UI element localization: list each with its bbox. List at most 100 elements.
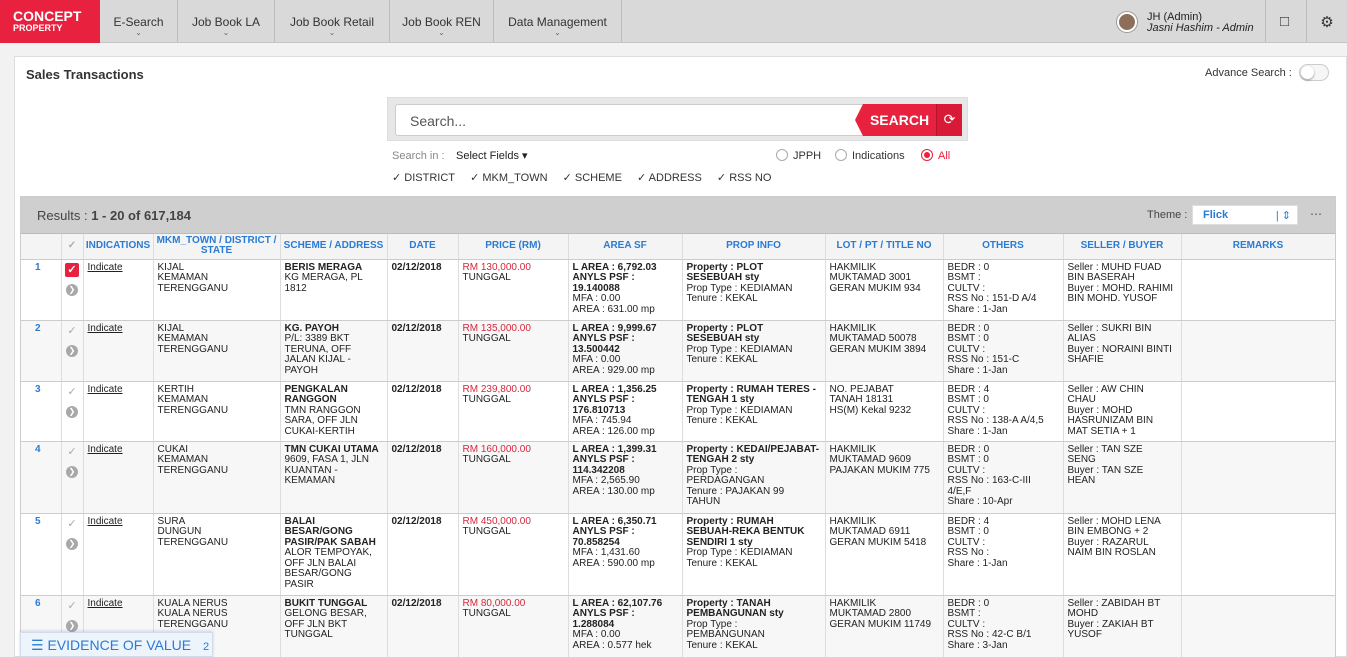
address-line: 9609, FASA 1, JLN — [284, 454, 370, 465]
expand-arrow-icon[interactable]: ❯ — [66, 405, 78, 418]
grid-menu-icon[interactable]: ⋯ — [1310, 207, 1322, 221]
col-header-lot[interactable]: LOT / PT / TITLE NO — [825, 234, 944, 260]
nav-job-book-retail[interactable]: Job Book Retail ⌄ — [275, 0, 390, 42]
others-line: RSS No : 163-C-III — [947, 475, 1031, 486]
town-cell: KERTIH KEMAMAN TERENGGANU — [153, 381, 281, 442]
prop-line: Property : KEDAI/PEJABAT- — [686, 443, 820, 455]
col-header-check[interactable]: ✓ — [61, 234, 84, 260]
col-header-indications[interactable]: INDICATIONS — [83, 234, 154, 260]
others-cell: BEDR : 4 BSMT : 0 CULTV : RSS No : 138-A A/… — [943, 381, 1064, 442]
expand-arrow-icon[interactable]: ❯ — [66, 465, 78, 478]
table-row[interactable]: 5 ✓ ❯ Indicate SURA DUNGUN TERENGGANU BALAI BES… — [21, 513, 1335, 596]
select-fields-dropdown[interactable]: Select Fields ▾ — [456, 150, 528, 162]
field-scheme[interactable]: ✓ SCHEME — [562, 172, 622, 184]
advanced-search-toggle[interactable] — [1299, 64, 1329, 81]
seller-buyer-cell: Seller : ZABIDAH BT MOHD Buyer : ZAKIAH BT… — [1063, 595, 1182, 657]
indicate-link[interactable]: Indicate — [87, 322, 123, 334]
others-line: CULTV : — [947, 404, 986, 416]
field-mkm-town[interactable]: ✓ MKM_TOWN — [470, 172, 548, 184]
prop-line: Tenure : KEKAL — [686, 639, 758, 651]
refresh-icon[interactable]: ⟳ — [936, 104, 962, 136]
col-header-area[interactable]: AREA SF — [568, 234, 683, 260]
table-row[interactable]: 3 ✓ ❯ Indicate KERTIH KEMAMAN TERENGGANU PENGKA… — [21, 381, 1335, 442]
radio-indications[interactable]: Indications — [835, 149, 905, 162]
table-body: 1 ✓ ❯ Indicate KIJAL KEMAMAN TERENGGANU BERIS M… — [21, 259, 1335, 657]
note-icon[interactable]: □ — [1265, 0, 1303, 42]
col-header-remarks[interactable]: REMARKS — [1181, 234, 1335, 260]
col-header-prop-info[interactable]: PROP INFO — [682, 234, 826, 260]
search-in-label: Search in : — [392, 150, 445, 162]
party-line: Buyer : RAZARUL — [1067, 536, 1149, 548]
others-line: 4/E,F — [947, 485, 972, 497]
brand-logo[interactable]: CONCEPT PROPERTY — [0, 0, 100, 43]
lot-line: GERAN MUKIM 934 — [829, 282, 921, 294]
col-header-price[interactable]: PRICE (RM) — [458, 234, 569, 260]
col-header-seller-buyer[interactable]: SELLER / BUYER — [1063, 234, 1182, 260]
prop-line: Property : PLOT — [686, 322, 764, 334]
address-line: CUKAI-KERTIH — [284, 425, 355, 437]
field-address[interactable]: ✓ ADDRESS — [637, 172, 702, 184]
others-line: CULTV : — [947, 282, 986, 294]
checkbox-icon[interactable]: ✓ — [67, 324, 77, 337]
area-line: L AREA : 9,999.67 — [572, 322, 657, 334]
nav-job-book-ren[interactable]: Job Book REN ⌄ — [390, 0, 494, 42]
indicate-link[interactable]: Indicate — [87, 597, 123, 609]
lot-line: MUKTAMAD 3001 — [829, 272, 912, 283]
gear-icon[interactable]: ⚙ — [1306, 0, 1347, 42]
table-row[interactable]: 2 ✓ ❯ Indicate KIJAL KEMAMAN TERENGGANU KG. PAY… — [21, 320, 1335, 382]
field-rss-no[interactable]: ✓ RSS NO — [716, 172, 772, 184]
lot-line: NO. PEJABAT — [829, 383, 894, 395]
search-input[interactable]: Search... — [395, 104, 865, 136]
checkbox-icon[interactable]: ✓ — [67, 517, 77, 530]
user-name: JH (Admin) — [1147, 11, 1203, 23]
checkbox-icon[interactable]: ✓ — [67, 385, 77, 398]
col-header-town[interactable]: MKM_TOWN / DISTRICT / STATE — [153, 234, 281, 260]
user-profile[interactable]: JH (Admin) Jasni Hashim - Admin — [1117, 11, 1267, 36]
search-button[interactable]: SEARCH — [855, 104, 936, 136]
nav-job-book-la[interactable]: Job Book LA ⌄ — [178, 0, 275, 42]
col-header-others[interactable]: OTHERS — [943, 234, 1064, 260]
indicate-link[interactable]: Indicate — [87, 383, 123, 395]
expand-arrow-icon[interactable]: ❯ — [66, 537, 78, 550]
expand-arrow-icon[interactable]: ❯ — [66, 619, 78, 632]
prop-line: Prop Type : KEDIAMAN — [686, 343, 793, 355]
party-line: Seller : MUHD FUAD — [1067, 261, 1162, 273]
area-line: L AREA : 6,350.71 — [572, 515, 657, 527]
theme-select[interactable]: Flick | ⇕ — [1192, 205, 1298, 225]
checkbox-icon[interactable]: ✓ — [67, 445, 77, 458]
prop-line: SENDIRI 1 sty — [686, 536, 753, 548]
field-district[interactable]: ✓ DISTRICT — [392, 172, 455, 184]
checkbox-checked-icon[interactable]: ✓ — [65, 262, 79, 277]
scheme-name: PENGKALAN RANGGON — [284, 383, 348, 405]
address-line: JALAN KIJAL - — [284, 354, 351, 365]
col-header-date[interactable]: DATE — [387, 234, 459, 260]
col-header-scheme[interactable]: SCHEME / ADDRESS — [280, 234, 388, 260]
lot-cell: HAKMILIK MUKTAMAD 9609 PAJAKAN MUKIM 775 — [825, 441, 944, 514]
address-line: KG MERAGA, PL — [284, 272, 363, 283]
radio-all[interactable]: All — [921, 149, 950, 162]
checkbox-icon[interactable]: ✓ — [67, 599, 77, 612]
remarks-cell — [1181, 595, 1335, 657]
indicate-link[interactable]: Indicate — [87, 515, 123, 527]
evidence-of-value-panel[interactable]: ☰ EVIDENCE OF VALUE 2 — [20, 632, 213, 657]
town-line: KEMAMAN — [157, 333, 209, 344]
others-line: RSS No : 138-A A/4,5 — [947, 415, 1044, 426]
radio-jpph[interactable]: JPPH — [776, 149, 821, 162]
price-value: RM 135,000.00 — [462, 322, 531, 334]
table-row[interactable]: 4 ✓ ❯ Indicate CUKAI KEMAMAN TERENGGANU TMN CUK… — [21, 441, 1335, 514]
indicate-link[interactable]: Indicate — [87, 443, 123, 455]
nav-data-management[interactable]: Data Management ⌄ — [494, 0, 622, 42]
area-cell: L AREA : 6,350.71 ANYLS PSF :70.858254 MFA… — [568, 513, 683, 596]
main-panel: Sales Transactions Advance Search : Sear… — [14, 56, 1347, 657]
price-value: RM 80,000.00 — [462, 597, 526, 609]
table-row[interactable]: 1 ✓ ❯ Indicate KIJAL KEMAMAN TERENGGANU BERIS M… — [21, 259, 1335, 321]
area-line: ANYLS PSF : — [572, 272, 635, 283]
indicate-link[interactable]: Indicate — [87, 261, 123, 273]
indications-cell: Indicate — [83, 441, 154, 514]
theme-value: Flick — [1203, 209, 1229, 221]
expand-arrow-icon[interactable]: ❯ — [66, 344, 78, 357]
expand-arrow-icon[interactable]: ❯ — [66, 283, 78, 296]
others-line: CULTV : — [947, 618, 986, 630]
nav-e-search[interactable]: E-Search ⌄ — [100, 0, 178, 42]
table-row[interactable]: 6 ✓ ❯ Indicate KUALA NERUS KUALA NERUS TERENGG… — [21, 595, 1335, 657]
